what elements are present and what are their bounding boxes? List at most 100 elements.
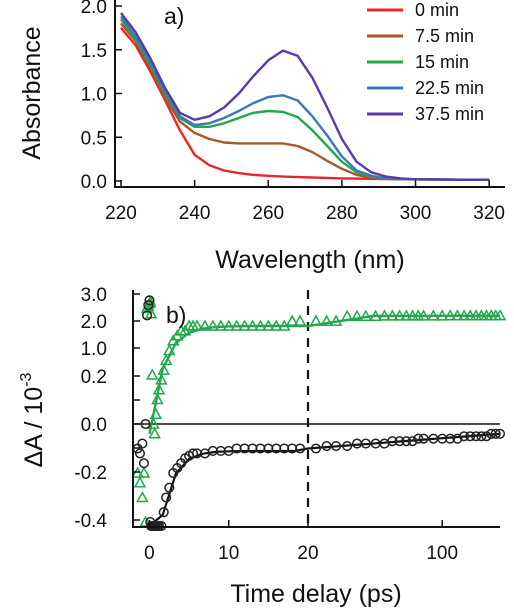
black-circle-point [407, 436, 418, 447]
black-circle-point [164, 482, 175, 493]
green-triangle-point [148, 427, 161, 439]
legend-label-22-5-min: 22.5 min [415, 78, 484, 98]
green-triangle-point [457, 309, 471, 321]
green-triangle-point [378, 309, 391, 321]
green-triangle-point [206, 319, 220, 331]
y-tick-label: 0.0 [81, 172, 107, 193]
x-tick-label: 280 [326, 203, 358, 224]
legend-label-0-min: 0 min [415, 0, 459, 20]
y-tick-label: 1.5 [81, 41, 107, 62]
green-triangle-point [270, 319, 283, 331]
green-triangle-point [417, 309, 430, 321]
black-circle-point [465, 431, 476, 442]
green-triangle-point [443, 309, 457, 321]
green-triangle-point [262, 319, 275, 331]
green-triangle-point [163, 343, 176, 356]
black-circle-point [137, 438, 148, 449]
panel-a-legend: 0 min 7.5 min 15 min 22.5 min 37.5 min [367, 0, 484, 124]
black-circle-point [295, 443, 306, 454]
panel-a-x-ticks: 220 240 260 280 300 320 [105, 180, 505, 224]
black-circle-point [445, 433, 456, 444]
y-tick-label: 2.0 [81, 312, 107, 333]
black-circle-point [331, 441, 342, 452]
y-tick-label: 1.0 [81, 85, 107, 106]
panel-a-y-ticks: 0.0 0.5 1.0 1.5 2.0 [81, 0, 122, 193]
black-circle-point [470, 431, 482, 442]
green-triangle-point [214, 319, 228, 331]
black-circle-point [418, 433, 429, 444]
green-triangle-point [359, 309, 373, 321]
green-triangle-point [254, 319, 267, 331]
green-triangle-point [238, 319, 251, 331]
green-triangle-point [340, 309, 354, 321]
curve-7-5-min [120, 22, 490, 181]
y-tick-label: -0.4 [74, 511, 107, 532]
x-tick-label: 100 [426, 543, 458, 564]
black-circle-point [342, 441, 353, 452]
y-tick-label: 0.0 [81, 415, 107, 436]
green-triangle-point [136, 490, 149, 503]
transient-data-points [131, 295, 507, 532]
green-triangle-point [133, 476, 147, 488]
panel-a-x-axis-title: Wavelength (nm) [215, 246, 404, 274]
legend-label-37-5-min: 37.5 min [415, 104, 484, 124]
green-triangle-point [393, 309, 406, 321]
x-tick-label: 260 [252, 203, 284, 224]
green-trace-fit [148, 314, 500, 435]
black-circle-point [134, 448, 146, 459]
black-circle-point [161, 492, 172, 503]
black-circle-point [401, 436, 412, 447]
black-circle-point [310, 443, 321, 454]
y-axis-title-exponent: -3 [18, 372, 35, 386]
black-circle-point [144, 295, 155, 306]
legend-label-7-5-min: 7.5 min [415, 26, 474, 46]
x-tick-label: 220 [105, 203, 137, 224]
black-circle-point [387, 436, 398, 447]
panel-b-axes-frame [132, 290, 500, 528]
absorbance-curves [120, 12, 490, 181]
green-triangle-point [198, 319, 212, 331]
green-triangle-point [329, 314, 343, 326]
black-circle-point [143, 300, 154, 311]
green-triangle-point [350, 309, 364, 321]
x-tick-label: 0 [144, 543, 155, 564]
black-circle-point [142, 310, 153, 321]
green-triangle-point [369, 309, 382, 321]
y-tick-label: 1.0 [81, 339, 107, 360]
legend-label-15-min: 15 min [415, 52, 469, 72]
green-triangle-point [493, 309, 507, 321]
black-trace-fit [148, 432, 501, 527]
green-triangle-point [190, 319, 204, 331]
x-tick-label: 10 [218, 543, 239, 564]
green-triangle-point [309, 314, 323, 326]
green-triangle-point [159, 353, 173, 366]
panel-a-label: a) [164, 3, 184, 29]
green-triangle-point [222, 319, 236, 331]
black-circle-point [476, 431, 487, 442]
green-triangle-point [145, 368, 159, 380]
black-circle-point [158, 507, 169, 518]
green-triangle-point [157, 363, 171, 375]
black-circle-point [138, 458, 149, 469]
green-triangle-point [320, 314, 333, 326]
y-tick-label: 0.2 [81, 367, 107, 388]
curve-37-5-min [120, 12, 490, 181]
green-triangle-point [435, 309, 449, 321]
y-tick-label: -0.2 [74, 463, 107, 484]
green-triangle-point [400, 309, 413, 321]
panel-a-absorbance-chart: 220 240 260 280 300 320 0.0 0.5 1.0 1.5 2.0 a) Wa… [18, 0, 505, 274]
x-tick-label: 240 [179, 203, 211, 224]
green-triangle-point [451, 309, 464, 321]
black-circle-point [188, 448, 199, 459]
black-circle-point [413, 433, 424, 444]
panel-b-x-axis-title: Time delay (ps) [230, 580, 401, 608]
black-circle-point [140, 418, 151, 430]
x-tick-label: 300 [400, 203, 432, 224]
green-triangle-point [137, 466, 151, 478]
black-circle-point [494, 428, 506, 439]
black-circle-point [452, 433, 463, 444]
panel-b-y-axis-title: ΔA / 10-3 [18, 372, 48, 467]
green-triangle-point [285, 314, 299, 326]
panel-b-x-ticks: 0 10 20 100 [144, 520, 458, 564]
